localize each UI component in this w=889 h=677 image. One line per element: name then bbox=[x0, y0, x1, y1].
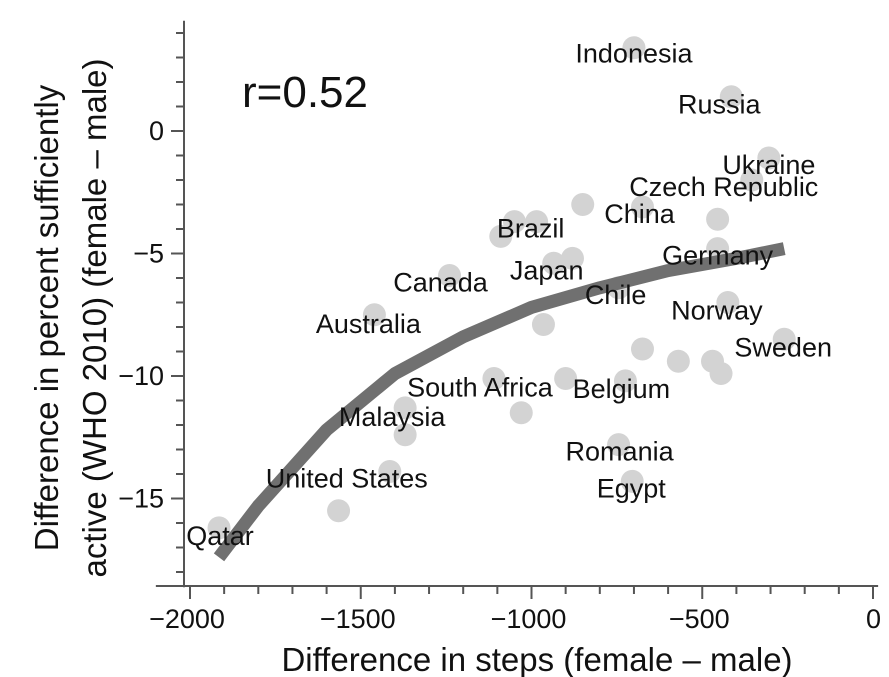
point-label-chile: Chile bbox=[585, 280, 647, 310]
data-point-indonesia bbox=[622, 36, 646, 60]
point-label-japan: Japan bbox=[510, 255, 584, 285]
point-label-belgium: Belgium bbox=[573, 374, 671, 404]
data-point-united-states bbox=[378, 460, 402, 484]
x-tick-label: −2000 bbox=[149, 604, 225, 634]
data-point bbox=[560, 246, 584, 270]
data-point-canada bbox=[438, 264, 462, 288]
data-point-malaysia bbox=[393, 396, 417, 420]
data-point-japan bbox=[542, 251, 566, 275]
trend-line bbox=[213, 242, 786, 562]
data-point bbox=[327, 499, 351, 523]
point-label-ukraine: Ukraine bbox=[722, 150, 815, 180]
data-point bbox=[502, 210, 526, 234]
data-point bbox=[666, 349, 690, 373]
data-point bbox=[531, 313, 555, 337]
y-axis-ticks: 0 −5 −10 −15 bbox=[118, 32, 184, 573]
y-tick-label: −10 bbox=[118, 361, 164, 391]
points-layer bbox=[207, 36, 796, 540]
point-label-united-states: United States bbox=[266, 464, 428, 494]
data-point-australia bbox=[362, 303, 386, 327]
point-label-indonesia: Indonesia bbox=[575, 39, 693, 69]
data-point bbox=[509, 401, 533, 425]
data-point-czech-republic bbox=[740, 168, 764, 192]
point-label-romania: Romania bbox=[566, 437, 675, 467]
data-point-south-africa bbox=[482, 366, 506, 390]
y-tick-label: 0 bbox=[149, 116, 164, 146]
point-label-brazil: Brazil bbox=[497, 214, 565, 244]
axes-layer: 0 −5 −10 −15 −2000 −1500 −1000 −500 0 bbox=[118, 20, 881, 634]
point-label-china: China bbox=[604, 199, 676, 229]
data-point-brazil bbox=[525, 210, 549, 234]
data-point-russia bbox=[719, 85, 743, 109]
data-point bbox=[706, 207, 730, 231]
point-label-south-africa: South Africa bbox=[407, 372, 554, 402]
x-axis-ticks: −2000 −1500 −1000 −500 0 bbox=[149, 586, 881, 634]
x-tick-label: −1500 bbox=[320, 604, 396, 634]
point-label-sweden: Sweden bbox=[734, 332, 832, 362]
data-point-china bbox=[630, 195, 654, 219]
x-axis-title: Difference in steps (female – male) bbox=[281, 641, 792, 677]
data-point bbox=[393, 423, 417, 447]
data-point-sweden bbox=[772, 327, 796, 351]
data-point bbox=[630, 337, 654, 361]
point-label-malaysia: Malaysia bbox=[339, 402, 447, 432]
data-point-norway bbox=[716, 291, 740, 314]
x-tick-label: −1000 bbox=[491, 604, 567, 634]
point-label-norway: Norway bbox=[671, 296, 763, 326]
point-label-germany: Germany bbox=[662, 241, 774, 271]
data-point bbox=[571, 193, 595, 216]
x-tick-label: 0 bbox=[866, 604, 881, 634]
correlation-annotation: r=0.52 bbox=[242, 68, 368, 117]
data-point-romania bbox=[607, 433, 631, 457]
y-tick-label: −5 bbox=[133, 239, 164, 269]
point-label-czech-republic: Czech Republic bbox=[629, 172, 818, 202]
data-point bbox=[489, 224, 513, 248]
trend-layer bbox=[213, 242, 786, 562]
data-point bbox=[709, 362, 733, 386]
point-label-russia: Russia bbox=[678, 90, 762, 120]
point-label-egypt: Egypt bbox=[597, 473, 667, 503]
point-label-canada: Canada bbox=[393, 268, 489, 298]
data-point-egypt bbox=[620, 469, 644, 493]
y-axis-title-line-1: Difference in percent sufficiently bbox=[28, 84, 65, 551]
data-point-belgium bbox=[613, 369, 637, 393]
y-tick-label: −15 bbox=[118, 484, 164, 514]
data-point-ukraine bbox=[757, 146, 781, 170]
data-point bbox=[554, 366, 578, 390]
y-axis-title-line-2: active (WHO 2010) (female – male) bbox=[76, 59, 113, 578]
point-label-qatar: Qatar bbox=[186, 521, 254, 551]
point-label-australia: Australia bbox=[316, 309, 422, 339]
x-tick-label: −500 bbox=[669, 604, 730, 634]
data-point-qatar bbox=[207, 516, 231, 540]
